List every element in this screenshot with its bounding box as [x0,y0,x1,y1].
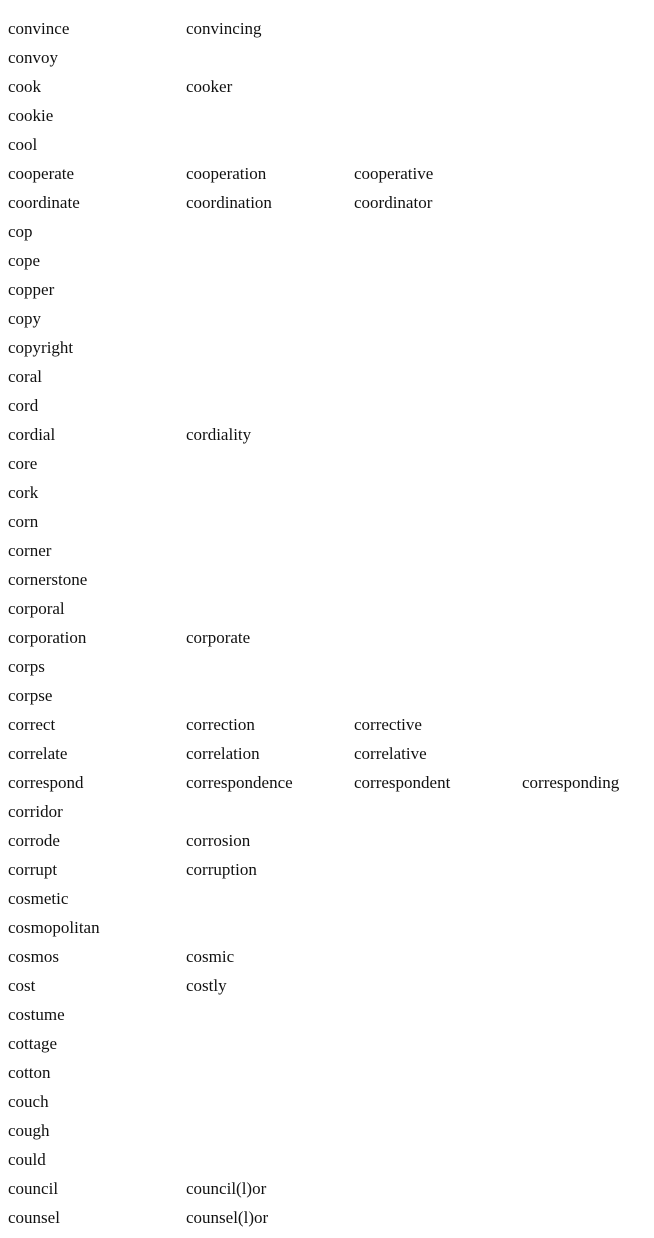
derived-word: cooperation [186,164,267,183]
headword: cool [8,135,38,154]
headword: cough [8,1121,50,1140]
headword: cornerstone [8,570,88,589]
headword: cooperate [8,164,75,183]
headword: correct [8,715,56,734]
headword: corps [8,657,45,676]
derived-word: cordiality [186,425,252,444]
headword: cookie [8,106,54,125]
derived-word: corrosion [186,831,251,850]
headword: corn [8,512,39,531]
headword: copy [8,309,42,328]
headword: correlate [8,744,68,763]
derived-word: cooker [186,77,233,96]
derived-word: corrective [354,715,422,734]
derived-word: correlative [354,744,427,763]
headword: core [8,454,38,473]
headword: council [8,1179,59,1198]
headword: cosmopolitan [8,918,100,937]
headword: cottage [8,1034,58,1053]
headword: corner [8,541,52,560]
headword: corrupt [8,860,58,879]
headword: cordial [8,425,56,444]
headword: corpse [8,686,53,705]
derived-word: council(l)or [186,1179,267,1198]
derived-word: corporate [186,628,251,647]
headword: copyright [8,338,74,357]
derived-word: costly [186,976,227,995]
derived-word: convincing [186,19,262,38]
derived-word: counsel(l)or [186,1208,269,1227]
headword: corrode [8,831,60,850]
headword: counsel [8,1208,60,1227]
headword: cook [8,77,42,96]
headword: cork [8,483,39,502]
headword: corporal [8,599,65,618]
headword: coordinate [8,193,80,212]
headword: cosmos [8,947,59,966]
headword: cop [8,222,33,241]
headword: correspond [8,773,84,792]
derived-word: corruption [186,860,257,879]
headword: costume [8,1005,65,1024]
derived-word: correspondent [354,773,451,792]
derived-word: correspondence [186,773,293,792]
derived-word: coordinator [354,193,433,212]
headword: corporation [8,628,87,647]
headword: copper [8,280,55,299]
derived-word: corresponding [522,773,620,792]
headword: cotton [8,1063,51,1082]
derived-word: cosmic [186,947,235,966]
derived-word: cooperative [354,164,434,183]
headword: corridor [8,802,63,821]
headword: convince [8,19,70,38]
headword: could [8,1150,46,1169]
headword: convoy [8,48,59,67]
headword: cosmetic [8,889,69,908]
headword: cope [8,251,41,270]
headword: cord [8,396,39,415]
derived-word: correlation [186,744,260,763]
headword: coral [8,367,42,386]
headword: cost [8,976,36,995]
headword: couch [8,1092,49,1111]
derived-word: correction [186,715,255,734]
derived-word: coordination [186,193,272,212]
